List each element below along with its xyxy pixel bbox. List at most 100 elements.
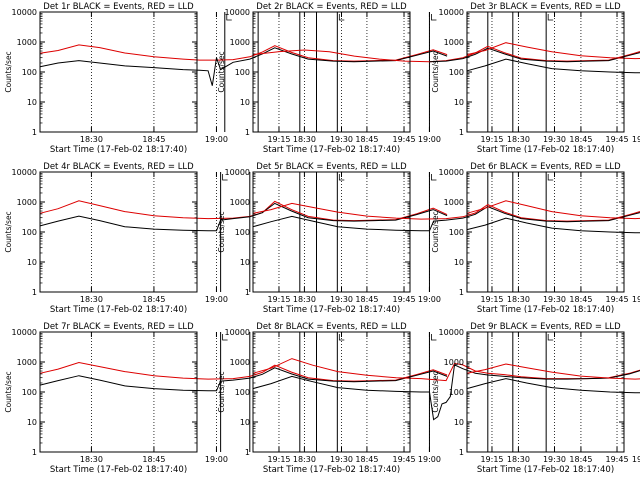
panel-title: Det 7r BLACK = Events, RED = LLD [43,322,194,332]
x-tick-label: 19:15 [267,135,290,144]
detector-panel: Det 1r BLACK = Events, RED = LLD 1 10 100 10… [4,2,448,155]
panel-title: Det 4r BLACK = Events, RED = LLD [43,162,194,172]
y-tick-label: 10 [240,258,250,267]
x-tick-label: 18:30 [80,455,103,464]
y-axis-label: Counts/sec [217,211,226,252]
y-tick-label: 1 [32,448,37,457]
y-tick-label: 10000 [12,8,37,17]
interval-bracket-marker [547,14,554,21]
plot-frame [39,331,198,453]
x-tick-label: 18:30 [80,135,103,144]
x-tick-label: 19:15 [480,135,503,144]
y-tick-label: 1 [32,288,37,297]
x-tick-label: 19:45 [605,295,628,304]
x-tick-label: 19:30 [543,455,566,464]
x-tick-label: 19:30 [330,135,353,144]
x-tick-label: 18:30 [293,135,316,144]
y-tick-label: 10 [27,418,37,427]
interval-bracket-marker [431,14,437,21]
y-tick-label: 10 [27,98,37,107]
x-tick-label: 19:15 [267,455,290,464]
y-tick-label: 10000 [225,328,250,337]
x-tick-label: 19:00 [632,455,640,464]
y-tick-label: 10000 [439,8,464,17]
y-axis-label: Counts/sec [4,371,13,412]
x-tick-label: 19:30 [330,295,353,304]
x-tick-label: 18:45 [569,135,592,144]
y-tick-label: 10 [454,418,464,427]
x-axis-label: Start Time (17-Feb-02 18:17:40) [50,465,187,475]
x-tick-label: 19:00 [205,135,228,144]
y-tick-label: 1000 [17,358,37,367]
interval-bracket-marker [431,334,437,341]
x-tick-label: 18:30 [80,295,103,304]
panel-title: Det 9r BLACK = Events, RED = LLD [470,322,621,332]
interval-bracket-marker [338,334,345,341]
y-tick-label: 1000 [444,198,464,207]
y-tick-label: 1000 [444,358,464,367]
x-tick-label: 19:30 [543,135,566,144]
events-series-line [39,47,448,86]
plot-frame [39,11,198,133]
y-tick-label: 10000 [12,328,37,337]
y-tick-label: 100 [449,68,464,77]
interval-bracket-marker [222,174,228,181]
interval-bracket-marker [431,174,437,181]
y-tick-label: 1 [32,128,37,137]
y-tick-label: 1 [459,288,464,297]
x-tick-label: 19:15 [480,455,503,464]
y-tick-label: 10000 [439,328,464,337]
y-tick-label: 10 [454,98,464,107]
y-tick-label: 100 [22,228,37,237]
plot-frame [39,171,198,293]
x-tick-label: 18:45 [355,295,378,304]
x-tick-label: 18:45 [142,135,165,144]
x-tick-label: 18:45 [142,455,165,464]
y-axis-label: Counts/sec [431,51,440,92]
x-tick-label: 19:30 [330,455,353,464]
x-tick-label: 19:45 [392,455,415,464]
lld-series-line [39,44,448,62]
x-tick-label: 19:30 [543,295,566,304]
y-tick-label: 1 [245,448,250,457]
x-axis-label: Start Time (17-Feb-02 18:17:40) [263,305,400,315]
x-tick-label: 19:00 [418,455,441,464]
y-tick-label: 100 [22,68,37,77]
x-axis-label: Start Time (17-Feb-02 18:17:40) [263,145,400,155]
y-axis-label: Counts/sec [431,211,440,252]
detector-panel: Det 5r BLACK = Events, RED = LLD 1 10 100 10… [217,162,640,315]
x-axis-label: Start Time (17-Feb-02 18:17:40) [477,145,614,155]
y-tick-label: 1000 [230,38,250,47]
x-tick-label: 18:30 [507,455,530,464]
y-tick-label: 10 [454,258,464,267]
y-tick-label: 100 [235,388,250,397]
x-tick-label: 18:30 [293,455,316,464]
y-tick-label: 10 [240,418,250,427]
y-axis-label: Counts/sec [4,211,13,252]
x-axis-label: Start Time (17-Feb-02 18:17:40) [263,465,400,475]
detector-panel: Det 9r BLACK = Events, RED = LLD 1 10 100 10… [431,322,640,475]
y-tick-label: 1 [459,128,464,137]
x-tick-label: 18:45 [569,295,592,304]
events-series-line [466,378,640,394]
y-tick-label: 1000 [230,358,250,367]
y-tick-label: 10 [27,258,37,267]
x-tick-label: 19:00 [418,135,441,144]
plot-frame [252,331,411,453]
x-tick-label: 19:00 [205,295,228,304]
x-tick-label: 18:30 [293,295,316,304]
panel-title: Det 1r BLACK = Events, RED = LLD [43,2,194,12]
y-tick-label: 1 [245,288,250,297]
x-tick-label: 18:45 [355,135,378,144]
interval-bracket-marker [547,334,554,341]
panel-title: Det 6r BLACK = Events, RED = LLD [470,162,621,172]
x-tick-label: 19:45 [605,455,628,464]
x-tick-label: 19:15 [480,295,503,304]
x-tick-label: 18:45 [142,295,165,304]
lld-series-line [466,42,640,60]
x-tick-label: 18:30 [507,135,530,144]
x-tick-label: 18:30 [507,295,530,304]
lld-series-line [466,200,640,220]
events-series-line [429,47,640,63]
interval-bracket-marker [338,14,345,21]
